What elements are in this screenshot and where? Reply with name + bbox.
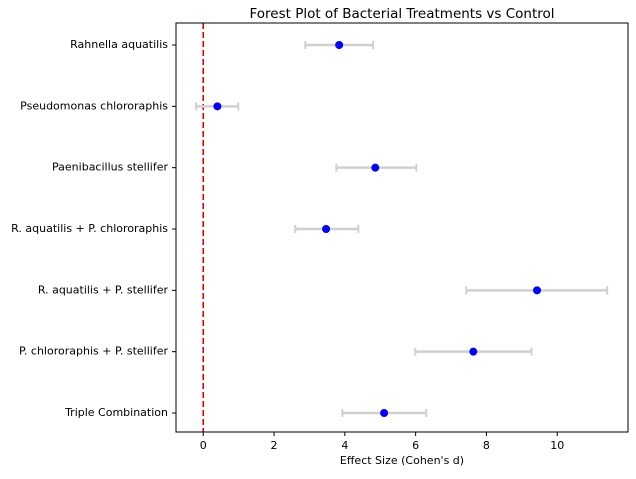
- point: [533, 286, 542, 295]
- y-tick-label: R. aquatilis + P. chlororaphis: [11, 222, 168, 235]
- y-tick-label: P. chlororaphis + P. stellifer: [19, 345, 168, 358]
- y-tick-label: Paenibacillus stellifer: [52, 161, 168, 174]
- y-tick-label: R. aquatilis + P. stellifer: [38, 283, 169, 296]
- point: [335, 41, 344, 49]
- x-tick-label: 8: [483, 439, 490, 452]
- x-tick-label: 4: [341, 439, 348, 452]
- x-tick-label: 6: [412, 439, 419, 452]
- point: [322, 225, 331, 233]
- x-tick-label: 10: [550, 439, 564, 452]
- y-tick-label: Pseudomonas chlororaphis: [20, 99, 168, 112]
- y-tick-label: Rahnella aquatilis: [70, 38, 168, 51]
- plot-frame: [175, 22, 629, 433]
- point: [213, 102, 222, 111]
- y-tick-label: Triple Combination: [64, 406, 168, 419]
- x-tick-label: 0: [200, 439, 207, 452]
- point: [469, 347, 478, 356]
- point: [380, 409, 389, 417]
- x-axis-label: Effect Size (Cohen's d): [340, 454, 464, 467]
- chart-title: Forest Plot of Bacterial Treatments vs C…: [249, 6, 554, 22]
- point: [371, 163, 380, 172]
- x-tick-label: 2: [271, 439, 278, 452]
